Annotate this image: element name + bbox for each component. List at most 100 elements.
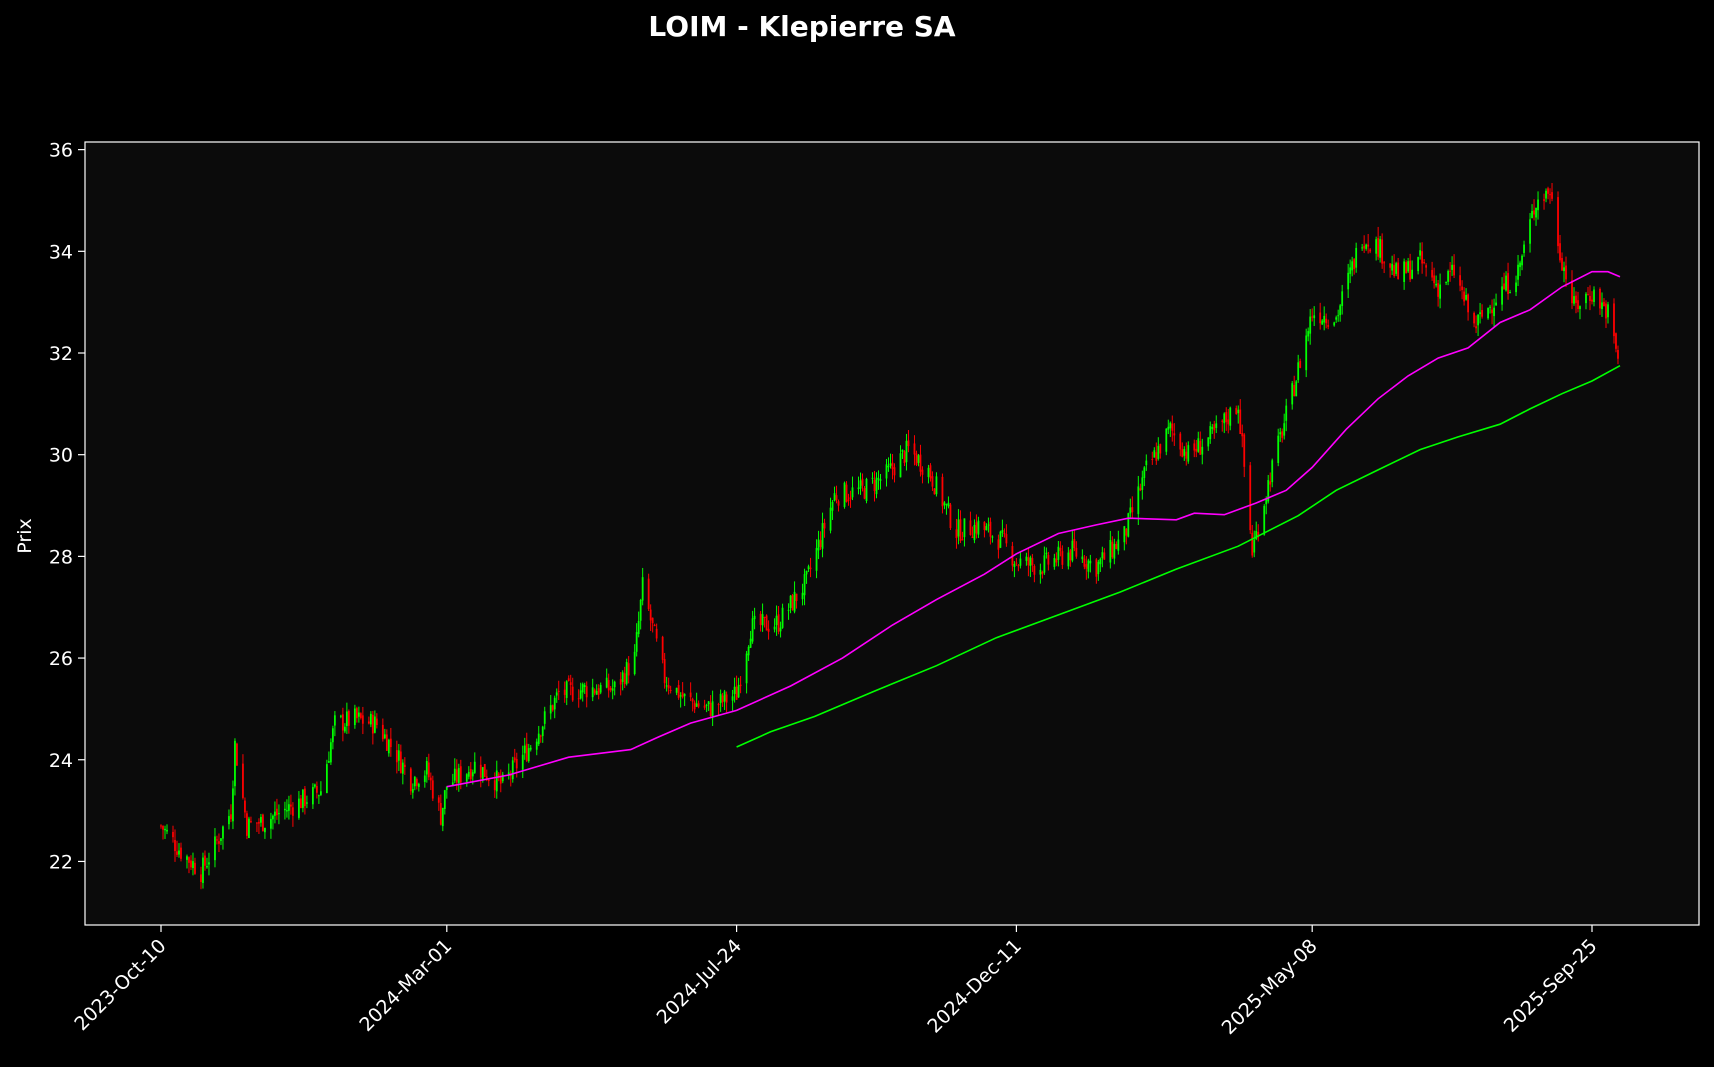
candle-up	[1517, 264, 1519, 280]
candle-up	[1145, 460, 1148, 466]
candle-down	[557, 690, 560, 692]
candle-down	[1075, 547, 1078, 557]
candle-down	[176, 851, 178, 855]
candle-down	[1139, 488, 1142, 491]
candle-down	[256, 822, 258, 824]
candle-down	[485, 776, 488, 780]
candle-down	[1221, 420, 1224, 422]
candle-down	[1047, 555, 1050, 565]
candle-up	[1391, 263, 1394, 271]
candle-up	[467, 771, 470, 777]
y-tick-label: 22	[49, 851, 73, 873]
candle-up	[1253, 539, 1256, 553]
candle-up	[901, 449, 904, 452]
candle-up	[260, 816, 262, 823]
candle-up	[781, 607, 784, 628]
candle-down	[1325, 318, 1328, 324]
candle-down	[1377, 238, 1380, 257]
candle-down	[455, 769, 458, 783]
candle-up	[885, 464, 888, 479]
candle-down	[681, 692, 684, 698]
candle-down	[250, 821, 252, 823]
candle-down	[703, 705, 706, 708]
candle-down	[200, 874, 202, 882]
candle-up	[333, 715, 336, 726]
candle-down	[1449, 270, 1451, 272]
candle-down	[1281, 431, 1284, 438]
candle-down	[341, 714, 344, 731]
candle-up	[511, 760, 514, 780]
candle-up	[541, 726, 544, 737]
candle-down	[585, 686, 588, 698]
candle-up	[413, 776, 416, 787]
candle-up	[1579, 306, 1581, 309]
candle-up	[943, 502, 946, 506]
candle-up	[1143, 467, 1146, 478]
candle-down	[459, 766, 462, 783]
candle-up	[353, 708, 356, 726]
candle-down	[891, 462, 894, 470]
candle-down	[1577, 300, 1579, 310]
moving-average-layer	[446, 270, 1621, 788]
candle-down	[1239, 409, 1242, 434]
candle-down	[1155, 452, 1158, 461]
candle-up	[905, 440, 908, 463]
candle-down	[941, 476, 944, 507]
candle-down	[1591, 299, 1593, 302]
candle-up	[1495, 302, 1497, 306]
candle-up	[1519, 262, 1521, 268]
candle-down	[399, 751, 402, 773]
candle-up	[1101, 552, 1104, 559]
candle-up	[453, 768, 456, 781]
candle-up	[793, 591, 796, 612]
candle-up	[1169, 422, 1172, 429]
candle-up	[319, 791, 322, 795]
candle-up	[441, 807, 444, 827]
candle-down	[361, 715, 364, 724]
candle-down	[873, 479, 876, 492]
x-tick-label: 2025-May-08	[1218, 935, 1322, 1039]
candle-up	[679, 695, 682, 697]
candle-up	[417, 783, 420, 787]
candle-down	[1073, 539, 1076, 549]
candle-up	[1019, 558, 1022, 566]
candle-up	[543, 711, 546, 724]
candle-up	[369, 713, 372, 725]
candle-up	[1521, 255, 1523, 266]
candle-down	[515, 758, 518, 769]
candle-down	[1311, 316, 1314, 318]
candle-up	[234, 740, 236, 787]
candle-down	[371, 714, 374, 734]
candle-up	[208, 862, 210, 865]
candle-up	[288, 804, 290, 811]
candle-up	[599, 684, 602, 693]
candle-up	[1465, 294, 1467, 300]
candle-down	[1031, 558, 1034, 566]
candle-up	[1283, 423, 1286, 436]
candle-up	[1601, 302, 1603, 310]
candle-up	[278, 813, 280, 815]
candle-down	[1055, 558, 1058, 563]
candle-down	[1299, 361, 1302, 368]
candle-up	[1307, 331, 1310, 337]
candle-down	[837, 501, 840, 506]
candle-up	[789, 595, 792, 608]
candle-down	[315, 786, 318, 793]
candle-up	[549, 705, 552, 714]
candle-down	[795, 593, 798, 602]
candle-down	[661, 636, 664, 660]
candle-down	[218, 841, 220, 844]
candle-down	[691, 698, 694, 702]
candle-down	[1131, 507, 1134, 513]
candle-up	[1089, 560, 1092, 564]
candle-down	[777, 614, 780, 632]
x-tick-label: 2024-Jul-24	[653, 935, 747, 1029]
candle-up	[817, 539, 820, 551]
candle-down	[1589, 295, 1591, 301]
candle-up	[1285, 405, 1288, 421]
candle-down	[725, 694, 728, 703]
candle-up	[621, 672, 624, 682]
candle-down	[216, 839, 218, 841]
ma-long-line	[736, 364, 1621, 748]
